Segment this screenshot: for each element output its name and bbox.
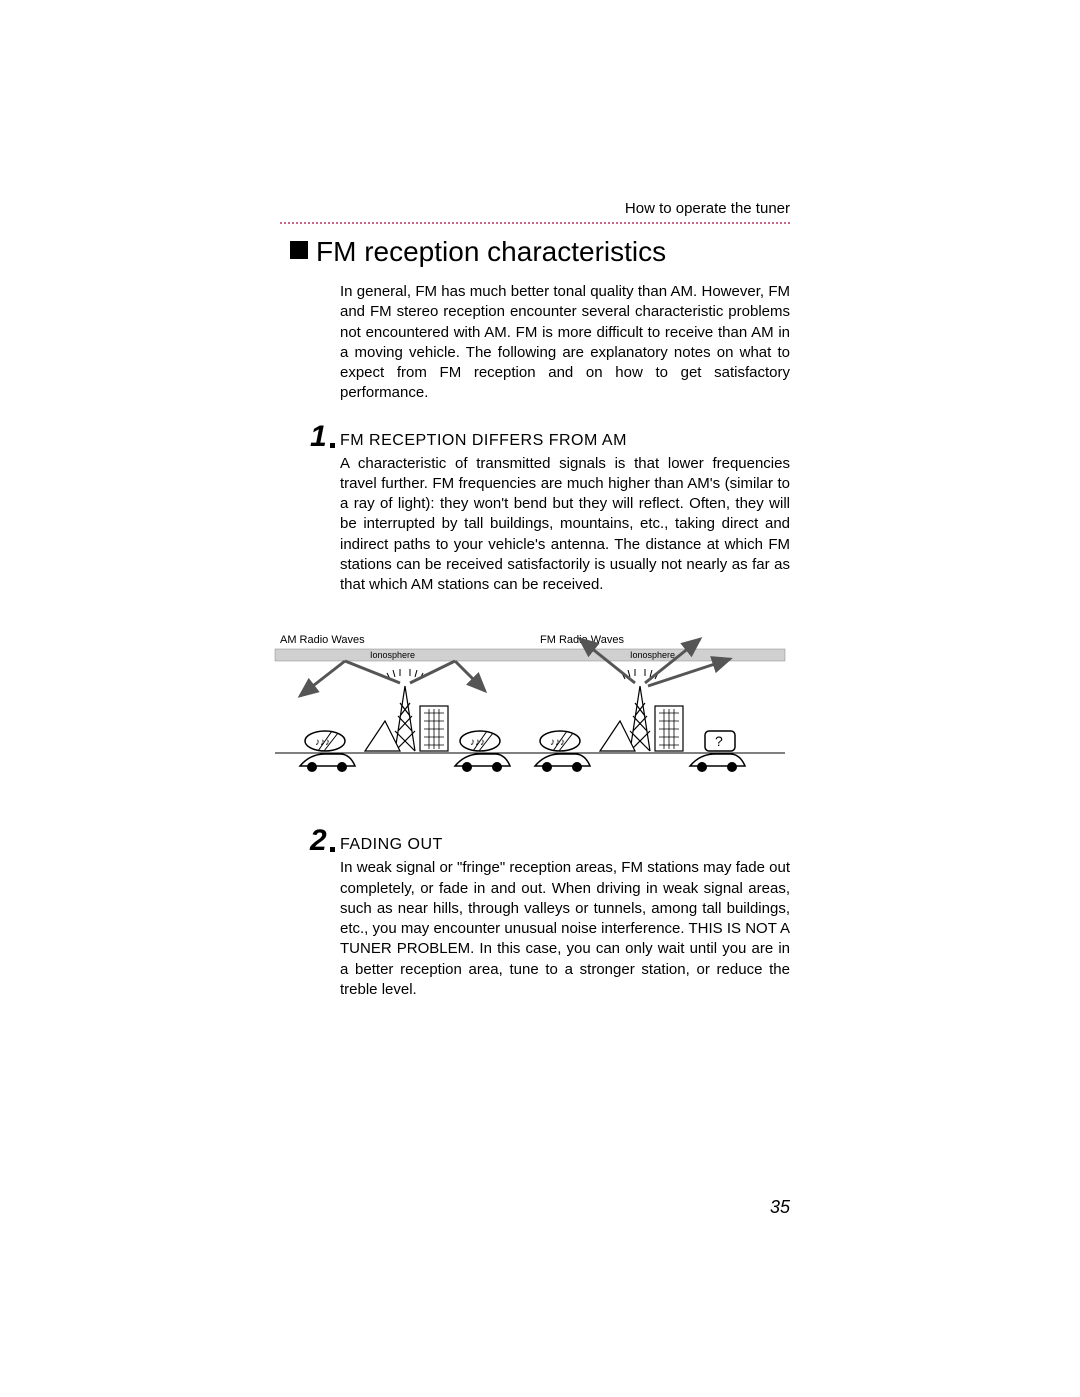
am-building-icon <box>420 706 448 751</box>
am-arrow <box>455 661 485 691</box>
square-bullet-icon <box>290 241 308 259</box>
svg-text:?: ? <box>715 733 723 749</box>
main-heading: FM reception characteristics <box>290 236 790 268</box>
section-1-title: FM RECEPTION DIFFERS FROM AM <box>340 432 627 449</box>
fm-tower-icon <box>630 686 650 751</box>
ionosphere-label-left: Ionosphere <box>370 650 415 660</box>
radio-waves-diagram: AM Radio Waves FM Radio Waves Ionosphere… <box>270 631 790 801</box>
am-tower-icon <box>395 686 415 751</box>
header-divider <box>280 222 790 224</box>
am-mountain-icon <box>365 721 400 751</box>
ionosphere-bar <box>275 649 785 661</box>
section-dot-icon <box>330 443 335 448</box>
am-label: AM Radio Waves <box>280 634 365 646</box>
section-dot-icon <box>330 847 335 852</box>
section-2-number: 2 <box>310 824 327 858</box>
heading-text: FM reception characteristics <box>316 236 666 267</box>
section-1-heading: 1 FM RECEPTION DIFFERS FROM AM <box>340 432 790 450</box>
am-signal-icon <box>387 669 423 679</box>
am-car-right-icon: ♪♪♪ <box>455 731 510 772</box>
am-car-left-icon: ♪♪♪ <box>300 731 355 772</box>
section-2-heading: 2 FADING OUT <box>340 836 790 854</box>
intro-paragraph: In general, FM has much better tonal qua… <box>340 282 790 404</box>
fm-building-icon <box>655 706 683 751</box>
page-header: How to operate the tuner <box>280 200 790 218</box>
section-1-body: A characteristic of transmitted signals … <box>340 454 790 596</box>
section-2-body: In weak signal or "fringe" reception are… <box>340 858 790 1000</box>
document-page: How to operate the tuner FM reception ch… <box>280 200 790 1018</box>
header-text: How to operate the tuner <box>625 200 790 217</box>
section-2-title: FADING OUT <box>340 836 443 853</box>
am-arrow <box>345 661 400 683</box>
fm-car-right-icon: ? <box>690 731 745 772</box>
am-arrow <box>300 661 345 696</box>
section-1: 1 FM RECEPTION DIFFERS FROM AM A charact… <box>340 432 790 596</box>
section-2: 2 FADING OUT In weak signal or "fringe" … <box>340 836 790 1000</box>
section-1-number: 1 <box>310 420 327 454</box>
fm-car-left-icon: ♪♪♪ <box>535 731 590 772</box>
page-number: 35 <box>770 1197 790 1218</box>
fm-mountain-icon <box>600 721 635 751</box>
ionosphere-label-right: Ionosphere <box>630 650 675 660</box>
